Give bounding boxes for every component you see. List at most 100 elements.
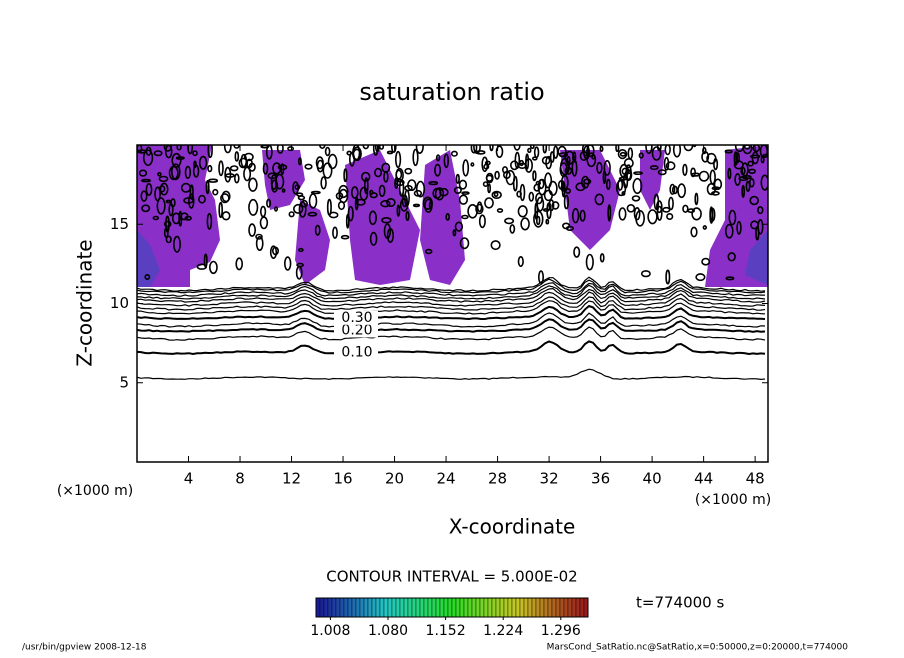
contour-blob — [368, 210, 378, 226]
contour-blob — [656, 145, 662, 152]
contour-blob — [145, 182, 153, 196]
colorbar-cell — [479, 597, 485, 618]
colorbar-cell — [519, 597, 525, 618]
contour-blob — [586, 145, 595, 158]
contour-blob — [655, 200, 663, 214]
contour-blob — [196, 263, 208, 270]
contour-blob — [528, 191, 535, 202]
contour-blob — [517, 205, 528, 218]
contour-blob — [434, 187, 445, 201]
fill-region — [640, 150, 665, 210]
contour-blob — [669, 183, 676, 195]
contour-blob — [668, 196, 674, 211]
contour-blob — [566, 155, 571, 167]
contour-blob — [564, 166, 573, 175]
contour-blob — [240, 153, 248, 168]
contour-blob — [560, 183, 566, 193]
contour-blob — [541, 156, 551, 165]
contour-blob — [220, 193, 230, 204]
contour-blob — [248, 177, 258, 192]
fill-region — [745, 230, 768, 285]
contour-blob — [156, 197, 166, 215]
colorbar-cell — [375, 597, 381, 618]
contour-blob — [280, 163, 285, 175]
contour-blob — [407, 179, 417, 191]
contour-blob — [510, 160, 519, 171]
contour-blob — [509, 224, 516, 234]
contour-blob — [691, 172, 701, 177]
colorbar: 1.008 1.080 1.152 1.224 1.296 — [310, 597, 589, 639]
contour-blob — [594, 193, 605, 206]
contour-blob — [284, 256, 292, 271]
colorbar-cell — [523, 597, 529, 618]
contour-blob — [171, 152, 182, 168]
colorbar-cell — [411, 597, 417, 618]
contour-blob — [296, 262, 304, 268]
contour-blob — [702, 225, 707, 230]
contour-blob — [235, 257, 243, 271]
contour-blob — [666, 213, 674, 221]
contour-blob — [381, 162, 391, 173]
contour-blob — [354, 196, 359, 211]
contour-blob — [193, 160, 197, 169]
contour-blob — [476, 201, 483, 213]
contour-blob — [296, 192, 304, 197]
contour-blob — [683, 145, 694, 152]
x-unit-label: (×1000 m) — [695, 492, 771, 508]
contour-blob — [298, 201, 307, 218]
contour-blob — [638, 152, 644, 159]
contour-line — [137, 326, 766, 341]
contour-blob — [396, 204, 401, 217]
contour-blob — [262, 162, 269, 175]
contour-blob — [512, 175, 518, 192]
contour-blob — [243, 152, 254, 162]
contour-blob — [138, 169, 148, 177]
contour-blob — [154, 186, 161, 202]
colorbar-cell — [447, 597, 453, 618]
colorbar-cell — [379, 597, 385, 618]
contour-blob — [369, 231, 378, 246]
contour-blob — [745, 180, 751, 193]
contour-blob — [178, 210, 183, 227]
contour-line — [137, 304, 766, 321]
contour-blob — [307, 211, 318, 217]
contour-blob — [545, 155, 552, 170]
colorbar-cell — [575, 597, 581, 618]
x-tick-label: 20 — [385, 470, 404, 488]
colorbar-cell — [535, 597, 541, 618]
contour-blob — [484, 197, 494, 209]
contour-blob — [672, 145, 682, 158]
contour-blob — [581, 175, 590, 189]
colorbar-cell — [315, 597, 321, 618]
contour-blob — [757, 206, 764, 215]
contour-blob — [687, 208, 695, 214]
contour-blob — [599, 253, 605, 263]
contour-blob — [544, 172, 553, 189]
contour-blob — [533, 146, 540, 159]
contour-blob — [502, 171, 511, 180]
contour-blob — [223, 145, 232, 154]
contour-blob — [478, 214, 486, 229]
contour-blob — [537, 178, 547, 196]
contour-blob — [205, 180, 210, 195]
contour-blob — [165, 235, 172, 244]
contour-blob — [293, 203, 304, 214]
contour-blob — [212, 188, 219, 196]
contour-blob — [327, 153, 338, 170]
contour-blob — [234, 173, 240, 184]
colorbar-cell — [559, 597, 565, 618]
contour-blob — [184, 165, 192, 179]
contour-blob — [690, 167, 696, 178]
contour-blob — [461, 191, 470, 195]
contour-blob — [527, 147, 532, 154]
contour-blob — [343, 168, 348, 183]
contour-line — [137, 296, 766, 311]
contour-blob — [459, 237, 470, 250]
contour-blob — [229, 165, 239, 172]
contour-blob — [271, 246, 279, 256]
contour-blob — [551, 201, 560, 210]
contour-blob — [475, 150, 486, 155]
footer-left: /usr/bin/gpview 2008-12-18 — [22, 643, 147, 653]
contour-blob — [585, 253, 594, 271]
colorbar-cell — [391, 597, 397, 618]
